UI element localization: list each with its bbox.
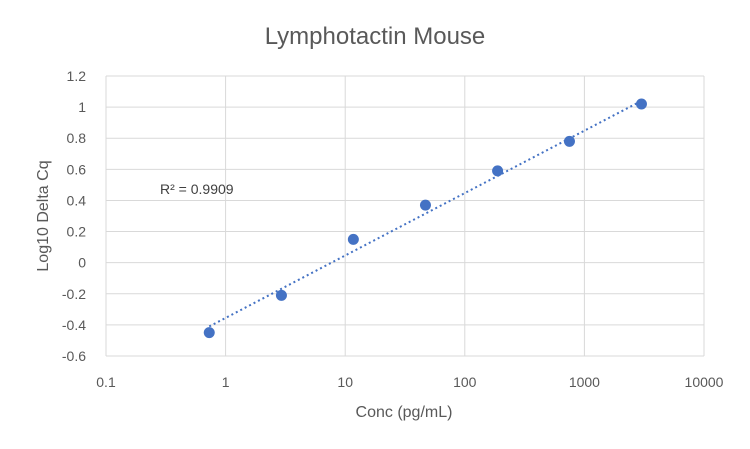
y-tick-label: 0 [78, 255, 86, 271]
y-tick-label: 0.4 [67, 192, 87, 208]
data-point [275, 289, 287, 301]
y-tick-label: 0.8 [67, 130, 87, 146]
data-point [347, 233, 359, 245]
x-tick-label: 0.1 [96, 374, 116, 390]
data-point [635, 98, 647, 110]
trendline [208, 100, 642, 328]
data-point [419, 199, 431, 211]
x-tick-label: 100 [453, 374, 477, 390]
data-point [563, 135, 575, 147]
chart-title: Lymphotactin Mouse [265, 23, 486, 50]
r-squared-label: R² = 0.9909 [160, 181, 234, 197]
y-tick-label: 0.2 [67, 224, 87, 240]
y-tick-label: -0.2 [62, 286, 86, 302]
x-tick-label: 10 [337, 374, 353, 390]
y-axis-title: Log10 Delta Cq [35, 160, 52, 271]
data-point [203, 327, 215, 339]
data-point [492, 165, 504, 177]
y-tick-label: -0.4 [62, 317, 86, 333]
x-tick-label: 1000 [569, 374, 600, 390]
y-tick-label: 1 [78, 99, 86, 115]
x-tick-label: 10000 [685, 374, 724, 390]
x-tick-label: 1 [222, 374, 230, 390]
grid [105, 75, 705, 357]
x-axis-title: Conc (pg/mL) [356, 404, 453, 421]
y-tick-label: 0.6 [67, 161, 87, 177]
y-tick-label: -0.6 [62, 348, 86, 364]
data-points [203, 98, 647, 339]
y-tick-label: 1.2 [67, 68, 87, 84]
tick-labels: -0.6 -0.4 -0.2 0 0.2 0.4 0.6 0.8 1 1.2 0.1 1 10 100 10… [62, 68, 724, 390]
